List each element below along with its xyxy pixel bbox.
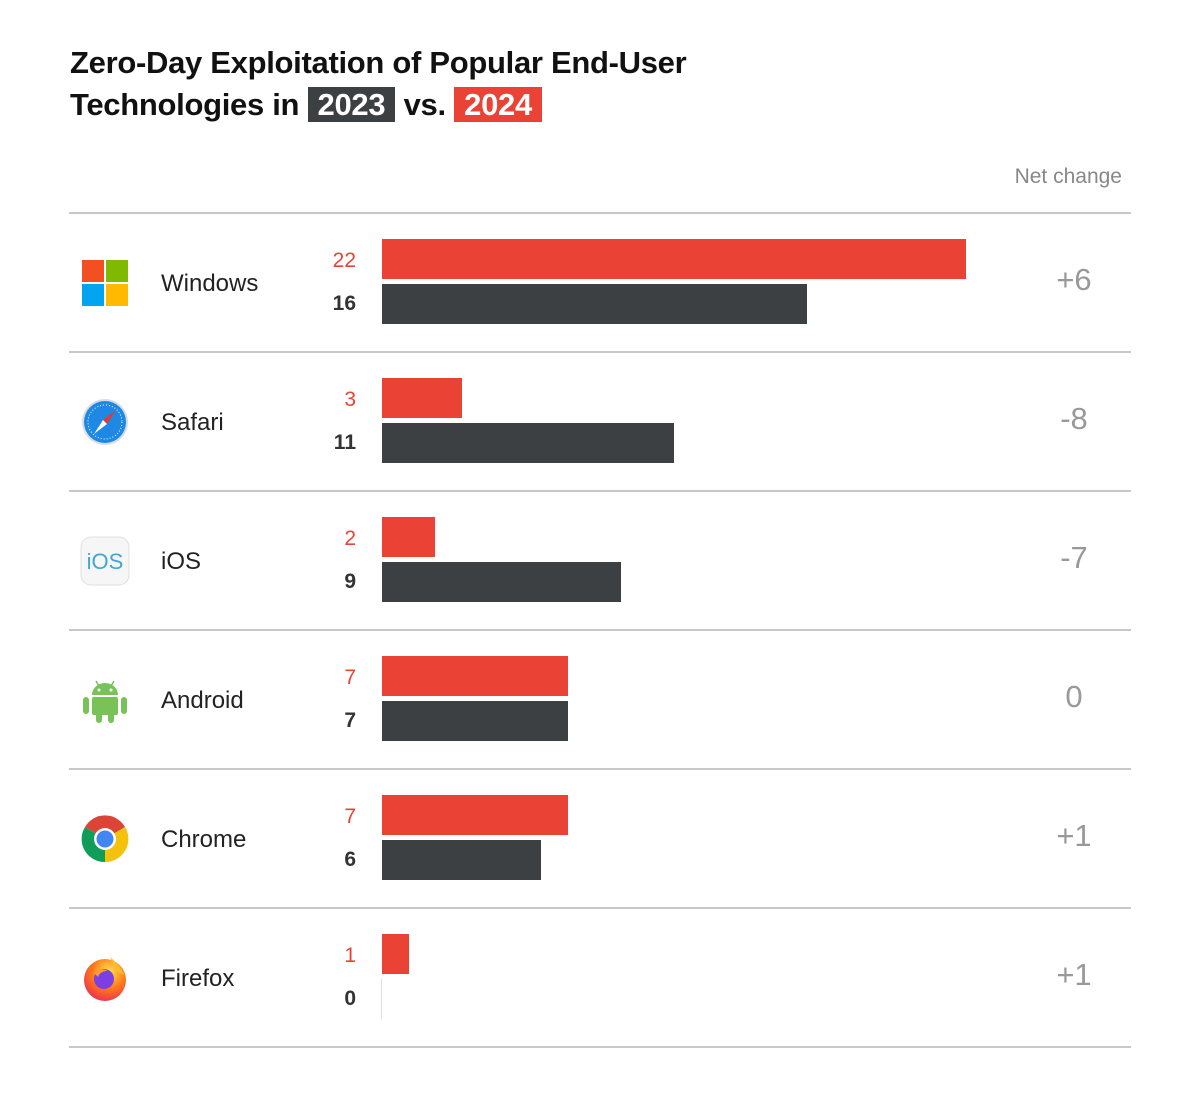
data-label-2023: 7 [344, 709, 356, 732]
divider [69, 907, 1131, 909]
bar-2023 [382, 840, 542, 880]
net-change-value: 0 [1065, 679, 1083, 714]
bar-2024 [382, 517, 436, 557]
category-label: Safari [161, 409, 224, 436]
bar-2023 [382, 701, 568, 741]
category-row-firefox: Firefox 1 0 +1 [0, 907, 1200, 1046]
category-row-chrome: Chrome 7 6 +1 [0, 768, 1200, 907]
bar-2023 [382, 562, 621, 602]
data-label-2024: 1 [344, 944, 356, 967]
category-row-safari: Safari 3 11 -8 [0, 351, 1200, 490]
android-logo-icon [80, 675, 130, 725]
category-row-android: Android 7 7 0 [0, 629, 1200, 768]
chrome-logo-icon [80, 814, 130, 864]
category-label: Android [161, 687, 244, 714]
chart-title: Zero-Day Exploitation of Popular End-Use… [70, 42, 687, 126]
bar-2024 [382, 378, 462, 418]
category-label: Firefox [161, 965, 235, 992]
category-row-ios: iOS iOS 2 9 -7 [0, 490, 1200, 629]
data-label-2024: 2 [344, 527, 356, 550]
data-label-2024: 3 [344, 388, 356, 411]
bar-2024 [382, 239, 966, 279]
bar-2023 [382, 423, 674, 463]
safari-logo-icon [80, 397, 130, 447]
net-change-value: +1 [1056, 818, 1092, 853]
title-prefix: Technologies in [70, 87, 300, 122]
divider [69, 768, 1131, 770]
data-label-2023: 9 [344, 570, 356, 593]
divider [69, 629, 1131, 631]
data-label-2023: 11 [333, 431, 356, 454]
divider [69, 490, 1131, 492]
firefox-logo-icon [80, 953, 130, 1003]
category-label: Chrome [161, 826, 247, 853]
zero-baseline [381, 979, 382, 1019]
legend-2024: 2024 [454, 87, 542, 122]
category-label: Windows [161, 270, 259, 297]
ios-logo-icon: iOS [80, 536, 130, 586]
bar-2023 [382, 284, 807, 324]
title-vs: vs. [403, 87, 447, 122]
data-label-2023: 0 [344, 987, 356, 1010]
bar-2024 [382, 795, 568, 835]
data-label-2024: 7 [344, 666, 356, 689]
category-label: iOS [161, 548, 202, 575]
title-line-2: Technologies in 2023 vs. 2024 [70, 84, 686, 126]
net-change-value: -8 [1060, 401, 1088, 436]
windows-logo-icon [80, 258, 130, 308]
net-change-value: +1 [1056, 957, 1092, 992]
data-label-2023: 6 [344, 848, 356, 871]
category-row-windows: Windows 22 16 +6 [0, 212, 1200, 351]
bar-2024 [382, 656, 568, 696]
svg-text:iOS: iOS [87, 549, 124, 574]
legend-2023: 2023 [307, 87, 396, 122]
net-change-header: Net change [1014, 165, 1122, 188]
data-label-2024: 7 [344, 805, 356, 828]
divider [69, 1046, 1131, 1048]
net-change-value: -7 [1060, 540, 1088, 575]
divider [69, 212, 1131, 214]
divider [69, 351, 1131, 353]
title-line-1: Zero-Day Exploitation of Popular End-Use… [70, 45, 687, 80]
data-label-2023: 16 [332, 292, 356, 315]
data-label-2024: 22 [332, 249, 356, 272]
bar-2024 [382, 934, 409, 974]
net-change-value: +6 [1056, 262, 1092, 297]
